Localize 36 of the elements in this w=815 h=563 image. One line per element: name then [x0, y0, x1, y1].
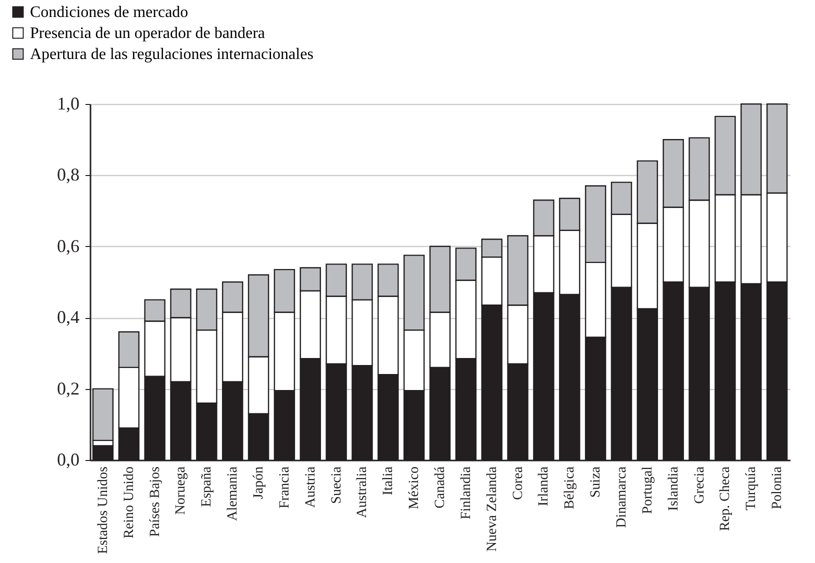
x-tick-label: Turquía [744, 466, 760, 510]
x-tick-label: Canadá [433, 466, 448, 508]
x-tick-label: Reino Unido [122, 466, 137, 538]
x-tick-label: Italia [381, 466, 396, 496]
x-tick-label: Francia [277, 466, 292, 508]
x-tick-label: México [407, 466, 422, 510]
x-tick-label: Irlanda [536, 466, 552, 506]
x-tick-label: Islandia [666, 466, 682, 511]
x-tick-label: Suiza [588, 466, 604, 498]
y-tick-label: 0,6 [57, 236, 80, 256]
x-tick-label: Estados Unidos [96, 466, 111, 554]
x-tick-label: Nueva Zelanda [484, 466, 500, 552]
x-tick-label: Corea [510, 466, 526, 500]
x-tick-label: Portugal [640, 466, 656, 514]
x-tick-label: Suecia [329, 466, 344, 504]
y-tick-label: 0,4 [57, 307, 80, 328]
x-tick-label: Rep. Checa [718, 466, 734, 532]
x-tick-label: Polonia [770, 466, 786, 510]
x-tick-label: Bélgica [562, 466, 578, 510]
x-tick-label: Japón [252, 466, 267, 500]
x-tick-label: España [200, 466, 215, 507]
y-tick-label: 0,0 [57, 450, 80, 470]
y-tick-label: 1,0 [57, 94, 80, 114]
y-tick-label: 0,8 [57, 164, 80, 185]
x-tick-label: Países Bajos [148, 466, 163, 537]
x-tick-label: Dinamarca [614, 466, 630, 528]
legend-label: Apertura de las regulaciones internacionales [30, 46, 314, 63]
legend-label: Condiciones de mercado [30, 4, 188, 21]
y-tick-label: 0,2 [57, 378, 80, 398]
x-tick-label: Noruega [174, 466, 189, 515]
x-tick-label: Australia [355, 466, 370, 518]
x-tick-label: Grecia [692, 466, 708, 504]
legend-label: Presencia de un operador de bandera [30, 25, 265, 42]
x-tick-label: Finlandia [458, 466, 474, 520]
x-tick-label: Alemania [226, 466, 241, 521]
x-tick-label: Austria [303, 466, 318, 508]
